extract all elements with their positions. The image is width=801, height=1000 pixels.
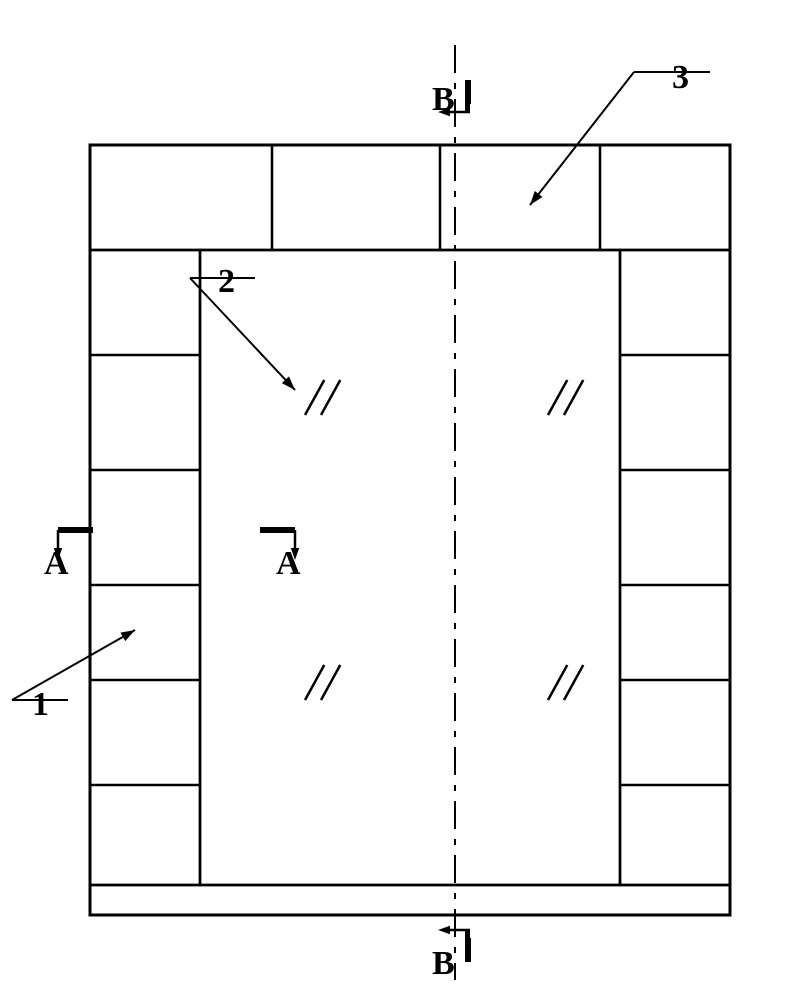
svg-text:B: B bbox=[432, 81, 455, 118]
svg-text:2: 2 bbox=[218, 263, 235, 300]
engineering-drawing: A A B B 3 2 1 bbox=[0, 0, 801, 1000]
svg-text:3: 3 bbox=[672, 59, 689, 96]
svg-text:A: A bbox=[276, 545, 301, 582]
svg-text:A: A bbox=[44, 545, 69, 582]
svg-text:B: B bbox=[432, 945, 455, 982]
svg-text:1: 1 bbox=[32, 686, 49, 723]
